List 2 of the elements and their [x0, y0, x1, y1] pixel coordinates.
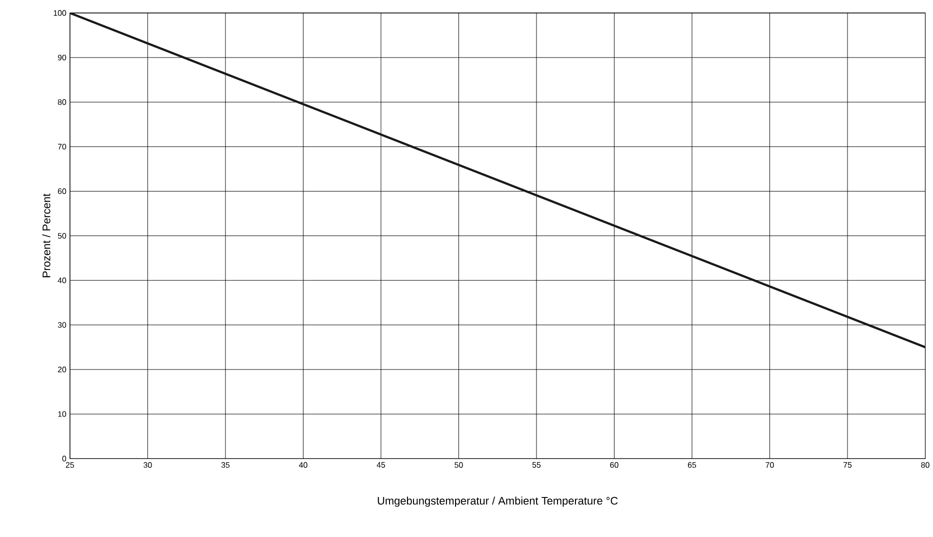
x-axis-title: Umgebungstemperatur / Ambient Temperature °C	[378, 496, 618, 508]
y-axis-title: Prozent / Percent	[42, 194, 50, 278]
